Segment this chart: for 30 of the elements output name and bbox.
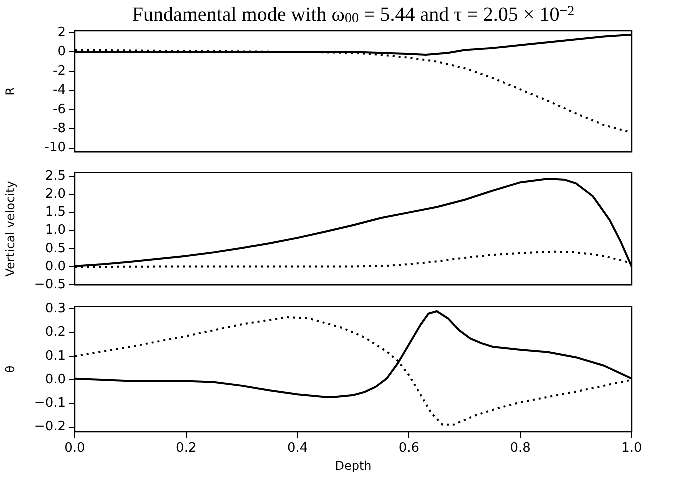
y-tick-label: 1.0 [45,223,66,238]
y-tick-label: −0.1 [34,396,66,412]
y-tick-label: 0.2 [45,325,66,340]
y-tick-label: 0.3 [45,302,66,317]
y-tick-label: 2.5 [45,168,66,184]
x-axis-title: Depth [335,458,372,473]
y-tick-label: 0 [58,44,66,60]
y-axis-title: Vertical velocity [3,181,18,277]
y-tick-label: 0.0 [45,259,66,274]
y-tick-label: −0.5 [34,278,66,293]
y-tick-label: -4 [53,83,66,98]
x-tick-label: 0.6 [398,441,420,456]
y-tick-label: 0.1 [45,348,66,364]
y-tick-label: -8 [53,121,66,136]
y-tick-label: -2 [53,64,66,79]
y-tick-label: 1.5 [45,205,66,220]
y-tick-label: 2.0 [45,186,66,202]
y-tick-label: 2 [58,25,66,40]
y-tick-label: -6 [53,102,66,118]
y-axis-title: R [3,87,18,96]
y-tick-label: 0.0 [45,372,66,388]
y-tick-label: -10 [44,140,66,156]
x-tick-label: 0.4 [287,441,308,456]
x-tick-label: 1.0 [622,441,642,456]
y-tick-label: −0.2 [34,420,66,435]
y-tick-label: 0.5 [45,241,66,256]
y-axis-title: θ [3,366,18,374]
chart-title: Fundamental mode with ω$_{00}$ = 5.44 and τ = 2.05 × 10$^{−2}$ [131,3,576,27]
x-tick-label: 0.8 [510,441,531,456]
x-tick-label: 0.2 [176,441,197,456]
